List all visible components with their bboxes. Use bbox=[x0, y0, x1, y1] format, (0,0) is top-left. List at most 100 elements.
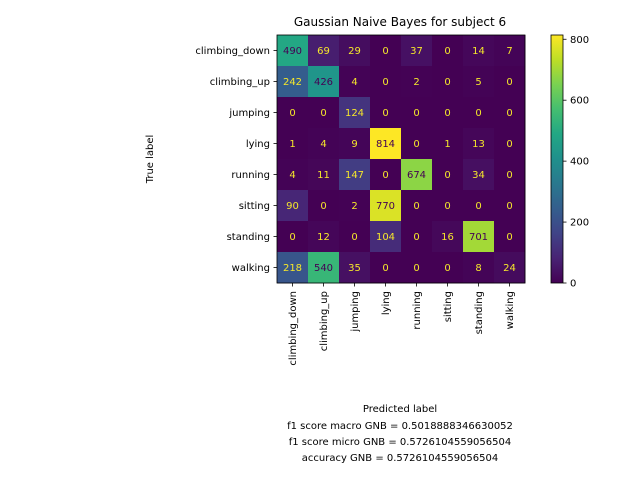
cell-standing-jumping bbox=[339, 221, 371, 253]
cell-value-label: 34 bbox=[472, 170, 485, 181]
heatmap-cells bbox=[277, 35, 526, 284]
cell-value-label: 0 bbox=[506, 201, 512, 212]
cell-value-label: 0 bbox=[413, 108, 419, 119]
cell-value-label: 69 bbox=[317, 46, 330, 57]
cell-value-label: 1 bbox=[289, 139, 295, 150]
cell-value-label: 0 bbox=[444, 46, 450, 57]
y-tick-label-standing: standing bbox=[227, 232, 270, 243]
cell-climbing-up-running bbox=[401, 66, 433, 98]
cell-climbing-up-sitting bbox=[432, 66, 464, 98]
cell-value-label: 540 bbox=[314, 263, 333, 274]
colorbar-tick-label: 400 bbox=[570, 157, 589, 168]
cell-value-label: 12 bbox=[317, 232, 330, 243]
cell-lying-climbing-down bbox=[277, 128, 309, 160]
x-axis-label: Predicted label bbox=[363, 404, 437, 415]
cell-jumping-climbing-up bbox=[308, 97, 340, 129]
cell-value-label: 147 bbox=[345, 170, 364, 181]
cell-walking-lying bbox=[370, 252, 402, 284]
cell-running-standing bbox=[463, 159, 495, 191]
cell-sitting-running bbox=[401, 190, 433, 222]
cell-value-label: 35 bbox=[348, 263, 361, 274]
cell-value-label: 0 bbox=[382, 46, 388, 57]
cell-value-label: 674 bbox=[407, 170, 426, 181]
x-tick-label-climbing-down: climbing_down bbox=[288, 291, 299, 366]
plot-frame bbox=[276, 34, 526, 284]
cell-value-label: 5 bbox=[475, 77, 481, 88]
x-tick-label-walking: walking bbox=[505, 291, 516, 329]
cell-climbing-up-climbing-down bbox=[277, 66, 309, 98]
cell-sitting-walking bbox=[494, 190, 526, 222]
cell-value-label: 1 bbox=[444, 139, 450, 150]
cell-walking-jumping bbox=[339, 252, 371, 284]
cell-climbing-up-lying bbox=[370, 66, 402, 98]
cell-climbing-down-walking bbox=[494, 35, 526, 67]
y-tick-label-running: running bbox=[231, 170, 270, 181]
cell-climbing-down-sitting bbox=[432, 35, 464, 67]
cell-value-label: 24 bbox=[503, 263, 516, 274]
cell-value-label: 0 bbox=[289, 108, 295, 119]
cell-value-label: 0 bbox=[444, 170, 450, 181]
cell-value-label: 0 bbox=[382, 263, 388, 274]
cell-value-label: 2 bbox=[413, 77, 419, 88]
cell-lying-standing bbox=[463, 128, 495, 160]
cell-standing-standing bbox=[463, 221, 495, 253]
cell-lying-jumping bbox=[339, 128, 371, 160]
y-tick-label-jumping: jumping bbox=[228, 108, 270, 119]
cell-climbing-down-climbing-up bbox=[308, 35, 340, 67]
cell-sitting-jumping bbox=[339, 190, 371, 222]
chart-title: Gaussian Naive Bayes for subject 6 bbox=[294, 15, 506, 29]
cell-lying-walking bbox=[494, 128, 526, 160]
cell-value-label: 7 bbox=[506, 46, 512, 57]
cell-walking-sitting bbox=[432, 252, 464, 284]
y-tick-label-climbing-up: climbing_up bbox=[210, 77, 270, 88]
cell-standing-walking bbox=[494, 221, 526, 253]
cell-value-label: 0 bbox=[506, 108, 512, 119]
cell-climbing-up-walking bbox=[494, 66, 526, 98]
cell-climbing-up-standing bbox=[463, 66, 495, 98]
cell-sitting-sitting bbox=[432, 190, 464, 222]
cell-jumping-standing bbox=[463, 97, 495, 129]
cell-jumping-sitting bbox=[432, 97, 464, 129]
cell-lying-lying bbox=[370, 128, 402, 160]
cell-sitting-standing bbox=[463, 190, 495, 222]
cell-climbing-up-climbing-up bbox=[308, 66, 340, 98]
metric-line: f1 score macro GNB = 0.5018888346630052 bbox=[287, 421, 513, 432]
metric-line: f1 score micro GNB = 0.5726104559056504 bbox=[289, 437, 511, 448]
y-tick-label-climbing-down: climbing_down bbox=[195, 46, 270, 57]
x-tick-label-lying: lying bbox=[381, 291, 392, 315]
cell-value-label: 4 bbox=[289, 170, 295, 181]
cell-value-label: 0 bbox=[382, 77, 388, 88]
cell-standing-climbing-up bbox=[308, 221, 340, 253]
cell-value-label: 0 bbox=[413, 263, 419, 274]
cell-value-label: 0 bbox=[289, 232, 295, 243]
cell-value-label: 9 bbox=[351, 139, 357, 150]
cell-value-label: 0 bbox=[444, 108, 450, 119]
metric-line: accuracy GNB = 0.5726104559056504 bbox=[302, 453, 498, 464]
cell-value-label: 490 bbox=[283, 46, 302, 57]
cell-standing-climbing-down bbox=[277, 221, 309, 253]
cell-standing-lying bbox=[370, 221, 402, 253]
cell-value-label: 0 bbox=[506, 139, 512, 150]
y-tick-label-lying: lying bbox=[246, 139, 270, 150]
cell-value-label: 426 bbox=[314, 77, 333, 88]
cell-value-label: 0 bbox=[382, 170, 388, 181]
cell-value-label: 2 bbox=[351, 201, 357, 212]
cell-value-label: 0 bbox=[475, 201, 481, 212]
cell-value-label: 0 bbox=[382, 108, 388, 119]
cell-value-label: 4 bbox=[320, 139, 326, 150]
cell-value-label: 701 bbox=[469, 232, 488, 243]
cell-jumping-lying bbox=[370, 97, 402, 129]
cell-climbing-down-standing bbox=[463, 35, 495, 67]
cell-value-label: 0 bbox=[413, 139, 419, 150]
cell-standing-sitting bbox=[432, 221, 464, 253]
cell-value-label: 0 bbox=[475, 108, 481, 119]
cell-walking-running bbox=[401, 252, 433, 284]
cell-walking-climbing-up bbox=[308, 252, 340, 284]
colorbar-tick-label: 200 bbox=[570, 218, 589, 229]
cell-running-walking bbox=[494, 159, 526, 191]
cell-value-label: 90 bbox=[286, 201, 299, 212]
y-tick-label-sitting: sitting bbox=[239, 201, 270, 212]
cell-value-label: 8 bbox=[475, 263, 481, 274]
